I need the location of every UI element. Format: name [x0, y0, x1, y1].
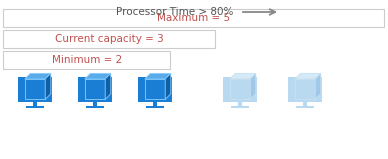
FancyBboxPatch shape [18, 77, 52, 102]
FancyBboxPatch shape [140, 80, 170, 100]
Polygon shape [45, 73, 51, 99]
Polygon shape [230, 79, 250, 99]
FancyBboxPatch shape [3, 51, 170, 69]
Bar [296, 106, 314, 108]
Bar [33, 102, 37, 106]
Polygon shape [105, 73, 111, 99]
FancyBboxPatch shape [223, 77, 257, 102]
FancyBboxPatch shape [288, 77, 322, 102]
Text: Minimum = 2: Minimum = 2 [52, 55, 122, 65]
Bar [153, 102, 157, 106]
Polygon shape [315, 73, 321, 99]
Text: Processor Time > 80%: Processor Time > 80% [116, 7, 234, 17]
Bar [303, 102, 307, 106]
Polygon shape [250, 73, 256, 99]
Bar [93, 102, 97, 106]
Polygon shape [295, 79, 315, 99]
FancyBboxPatch shape [290, 80, 320, 100]
Bar [26, 106, 44, 108]
Polygon shape [85, 79, 105, 99]
FancyBboxPatch shape [80, 80, 110, 100]
FancyBboxPatch shape [3, 30, 215, 48]
Polygon shape [25, 73, 51, 79]
Polygon shape [165, 73, 171, 99]
FancyBboxPatch shape [3, 9, 384, 27]
Polygon shape [85, 73, 111, 79]
Bar [86, 106, 104, 108]
Polygon shape [25, 79, 45, 99]
Polygon shape [145, 73, 171, 79]
Polygon shape [295, 73, 321, 79]
Bar [238, 102, 242, 106]
FancyBboxPatch shape [225, 80, 255, 100]
FancyBboxPatch shape [20, 80, 50, 100]
Text: Current capacity = 3: Current capacity = 3 [55, 34, 163, 44]
Polygon shape [145, 79, 165, 99]
Text: Maximum = 5: Maximum = 5 [158, 13, 230, 23]
Bar [230, 106, 249, 108]
FancyBboxPatch shape [78, 77, 112, 102]
Polygon shape [230, 73, 256, 79]
FancyBboxPatch shape [138, 77, 172, 102]
Bar [146, 106, 165, 108]
